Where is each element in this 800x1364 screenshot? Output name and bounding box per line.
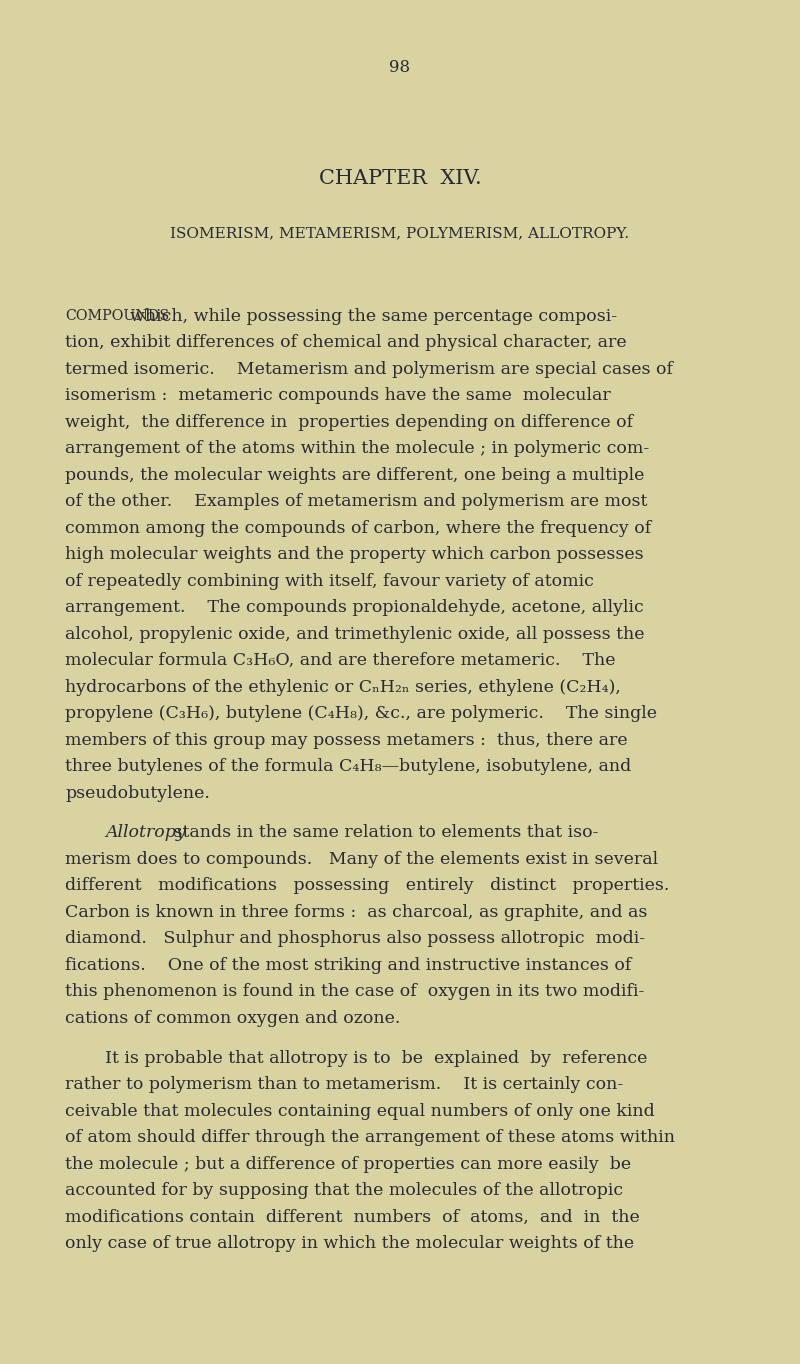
Text: ISOMERISM, METAMERISM, POLYMERISM, ALLOTROPY.: ISOMERISM, METAMERISM, POLYMERISM, ALLOT… xyxy=(170,226,630,240)
Text: cations of common oxygen and ozone.: cations of common oxygen and ozone. xyxy=(65,1009,400,1027)
Text: termed isomeric.    Metamerism and polymerism are special cases of: termed isomeric. Metamerism and polymeri… xyxy=(65,360,673,378)
Text: COMPOUNDS: COMPOUNDS xyxy=(65,310,169,323)
Text: stands in the same relation to elements that iso-: stands in the same relation to elements … xyxy=(168,824,598,842)
Text: Carbon is known in three forms :  as charcoal, as graphite, and as: Carbon is known in three forms : as char… xyxy=(65,904,647,921)
Text: molecular formula C₃H₆O, and are therefore metameric.    The: molecular formula C₃H₆O, and are therefo… xyxy=(65,652,615,670)
Text: only case of true allotropy in which the molecular weights of the: only case of true allotropy in which the… xyxy=(65,1236,634,1252)
Text: different   modifications   possessing   entirely   distinct   properties.: different modifications possessing entir… xyxy=(65,877,670,895)
Text: modifications contain  different  numbers  of  atoms,  and  in  the: modifications contain different numbers … xyxy=(65,1209,640,1226)
Text: which, while possessing the same percentage composi-: which, while possessing the same percent… xyxy=(130,308,617,325)
Text: Allotropy: Allotropy xyxy=(105,824,186,842)
Text: hydrocarbons of the ethylenic or CₙH₂ₙ series, ethylene (C₂H₄),: hydrocarbons of the ethylenic or CₙH₂ₙ s… xyxy=(65,679,621,696)
Text: pseudobutylene.: pseudobutylene. xyxy=(65,784,210,802)
Text: alcohol, propylenic oxide, and trimethylenic oxide, all possess the: alcohol, propylenic oxide, and trimethyl… xyxy=(65,626,645,642)
Text: high molecular weights and the property which carbon possesses: high molecular weights and the property … xyxy=(65,546,644,563)
Text: the molecule ; but a difference of properties can more easily  be: the molecule ; but a difference of prope… xyxy=(65,1155,631,1173)
Text: of the other.    Examples of metamerism and polymerism are most: of the other. Examples of metamerism and… xyxy=(65,494,647,510)
Text: rather to polymerism than to metamerism.    It is certainly con-: rather to polymerism than to metamerism.… xyxy=(65,1076,623,1093)
Text: diamond.   Sulphur and phosphorus also possess allotropic  modi-: diamond. Sulphur and phosphorus also pos… xyxy=(65,930,645,948)
Text: common among the compounds of carbon, where the frequency of: common among the compounds of carbon, wh… xyxy=(65,520,651,536)
Text: pounds, the molecular weights are different, one being a multiple: pounds, the molecular weights are differ… xyxy=(65,466,644,484)
Text: It is probable that allotropy is to  be  explained  by  reference: It is probable that allotropy is to be e… xyxy=(105,1050,647,1067)
Text: accounted for by supposing that the molecules of the allotropic: accounted for by supposing that the mole… xyxy=(65,1183,623,1199)
Text: ceivable that molecules containing equal numbers of only one kind: ceivable that molecules containing equal… xyxy=(65,1102,654,1120)
Text: tion, exhibit differences of chemical and physical character, are: tion, exhibit differences of chemical an… xyxy=(65,334,626,351)
Text: of atom should differ through the arrangement of these atoms within: of atom should differ through the arrang… xyxy=(65,1129,675,1146)
Text: weight,  the difference in  properties depending on difference of: weight, the difference in properties dep… xyxy=(65,413,633,431)
Text: three butylenes of the formula C₄H₈—butylene, isobutylene, and: three butylenes of the formula C₄H₈—buty… xyxy=(65,758,631,775)
Text: members of this group may possess metamers :  thus, there are: members of this group may possess metame… xyxy=(65,731,628,749)
Text: merism does to compounds.   Many of the elements exist in several: merism does to compounds. Many of the el… xyxy=(65,851,658,868)
Text: arrangement.    The compounds propionaldehyde, acetone, allylic: arrangement. The compounds propionaldehy… xyxy=(65,599,644,617)
Text: this phenomenon is found in the case of  oxygen in its two modifi-: this phenomenon is found in the case of … xyxy=(65,983,644,1000)
Text: of repeatedly combining with itself, favour variety of atomic: of repeatedly combining with itself, fav… xyxy=(65,573,594,589)
Text: 98: 98 xyxy=(390,60,410,76)
Text: CHAPTER  XIV.: CHAPTER XIV. xyxy=(318,169,482,187)
Text: arrangement of the atoms within the molecule ; in polymeric com-: arrangement of the atoms within the mole… xyxy=(65,441,650,457)
Text: fications.    One of the most striking and instructive instances of: fications. One of the most striking and … xyxy=(65,958,631,974)
Text: isomerism :  metameric compounds have the same  molecular: isomerism : metameric compounds have the… xyxy=(65,387,610,404)
Text: propylene (C₃H₆), butylene (C₄H₈), &c., are polymeric.    The single: propylene (C₃H₆), butylene (C₄H₈), &c., … xyxy=(65,705,657,722)
